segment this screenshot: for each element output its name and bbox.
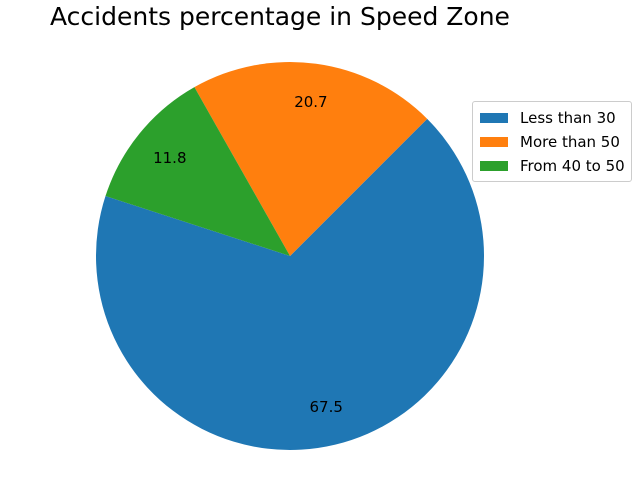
- legend-swatch-less-than-30: [480, 113, 508, 123]
- pie-label-less-than-30: 67.5: [310, 398, 343, 416]
- legend-item-more-than-50: More than 50: [480, 130, 623, 154]
- pie-slices: [96, 61, 485, 451]
- legend-item-less-than-30: Less than 30: [480, 106, 623, 130]
- pie-slice-more-than-50: [194, 61, 428, 257]
- pie-slice-less-than-30: [96, 118, 485, 451]
- pie-labels: 67.5 20.7 11.8: [153, 93, 343, 416]
- legend-item-from-40-to-50: From 40 to 50: [480, 154, 625, 178]
- pie-slice-from-40-to-50: [105, 87, 290, 257]
- legend-label-more-than-50: More than 50: [520, 133, 620, 151]
- legend-label-from-40-to-50: From 40 to 50: [520, 157, 625, 175]
- legend-swatch-from-40-to-50: [480, 161, 508, 171]
- legend-label-less-than-30: Less than 30: [520, 109, 616, 127]
- pie-label-from-40-to-50: 11.8: [153, 149, 186, 167]
- legend-swatch-more-than-50: [480, 137, 508, 147]
- chart-title: Accidents percentage in Speed Zone: [50, 2, 510, 31]
- legend: Less than 30 More than 50 From 40 to 50: [472, 101, 632, 182]
- pie-label-more-than-50: 20.7: [294, 93, 327, 111]
